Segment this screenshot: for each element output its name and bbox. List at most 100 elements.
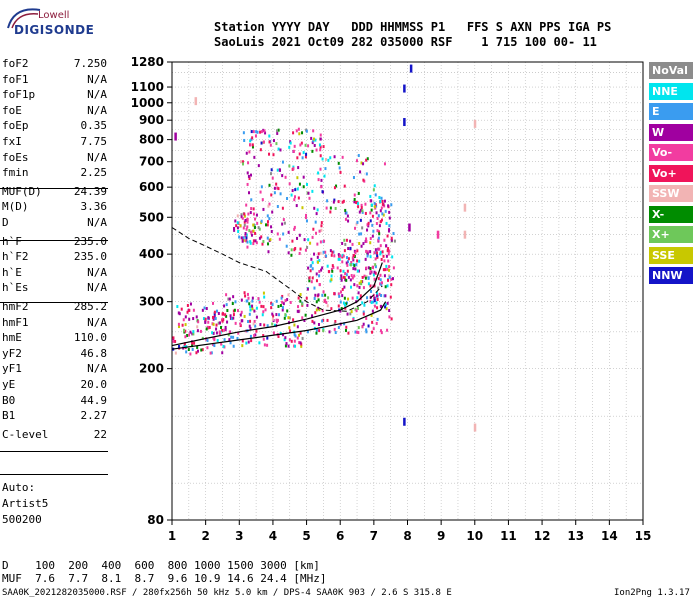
- echo-point: [311, 276, 314, 280]
- echo-point: [326, 199, 329, 203]
- echo-point: [371, 203, 374, 207]
- echo-point: [246, 240, 249, 244]
- echo-point: [356, 269, 359, 273]
- param-value: 2.27: [80, 409, 108, 423]
- echo-point: [177, 322, 180, 326]
- echo-point: [372, 229, 375, 233]
- echo-point: [212, 301, 215, 305]
- echo-point: [312, 227, 315, 231]
- echo-point: [353, 198, 356, 202]
- echo-point: [377, 247, 380, 251]
- echo-point: [315, 300, 318, 304]
- echo-point: [270, 168, 273, 172]
- echo-point: [289, 141, 292, 145]
- echo-point: [260, 304, 263, 308]
- echo-point: [322, 329, 325, 333]
- echo-point: [374, 271, 377, 275]
- echo-point: [234, 321, 237, 325]
- echo-point: [276, 168, 279, 172]
- echo-point: [340, 307, 343, 311]
- echo-point: [221, 312, 224, 316]
- echo-point: [243, 220, 246, 224]
- echo-point: [191, 341, 194, 345]
- echo-point: [317, 293, 320, 297]
- echo-point: [306, 330, 309, 334]
- echo-point: [276, 232, 279, 236]
- echo-point: [376, 255, 379, 259]
- echo-point: [325, 206, 328, 210]
- separator-line: [0, 240, 108, 241]
- isolated-echo-mark: [436, 230, 440, 239]
- echo-point: [293, 225, 296, 229]
- echo-point: [333, 186, 336, 190]
- echo-point: [352, 258, 355, 262]
- echo-point: [333, 327, 336, 331]
- echo-point: [281, 174, 284, 178]
- echo-point: [370, 313, 373, 317]
- echo-point: [313, 252, 316, 256]
- echo-point: [321, 309, 324, 313]
- echo-point: [326, 264, 329, 268]
- echo-point: [315, 148, 318, 152]
- param-name: foF1: [2, 72, 29, 86]
- echo-point: [365, 239, 368, 243]
- echo-point: [237, 331, 240, 335]
- echo-point: [260, 185, 263, 189]
- echo-point: [308, 279, 311, 283]
- echo-point: [247, 161, 250, 165]
- x-tick-label: 8: [403, 529, 411, 543]
- echo-point: [205, 327, 208, 331]
- echo-point: [226, 320, 229, 324]
- echo-point: [279, 192, 282, 196]
- echo-point: [207, 316, 210, 320]
- echo-point: [333, 155, 336, 159]
- echo-point: [249, 326, 252, 330]
- param-value: 22: [93, 427, 107, 441]
- param-name: yE: [2, 378, 16, 391]
- echo-point: [293, 144, 296, 148]
- echo-point: [253, 155, 256, 159]
- echo-point: [220, 342, 223, 346]
- echo-point: [275, 299, 278, 303]
- echo-point: [383, 199, 386, 203]
- echo-point: [289, 329, 292, 333]
- echo-point: [266, 223, 269, 227]
- echo-point: [263, 323, 266, 327]
- echo-point: [242, 162, 245, 166]
- echo-point: [382, 254, 385, 258]
- echo-point: [322, 318, 325, 322]
- echo-point: [377, 214, 380, 218]
- echo-point: [392, 232, 395, 236]
- echo-point: [340, 278, 343, 282]
- echo-point: [344, 306, 347, 310]
- echo-point: [380, 331, 383, 335]
- echo-point: [300, 344, 303, 348]
- echo-point: [247, 174, 250, 178]
- echo-point: [377, 286, 380, 290]
- echo-point: [248, 150, 251, 154]
- param-row: MUF(D) 24.39: [2, 185, 107, 199]
- echo-point: [250, 137, 253, 141]
- echo-point: [299, 293, 302, 297]
- echo-point: [294, 195, 297, 199]
- echo-point: [366, 296, 369, 300]
- y-tick-label: 1100: [131, 80, 164, 94]
- echo-point: [242, 226, 245, 230]
- echo-point: [189, 330, 192, 334]
- param-row: B0 44.9: [2, 394, 107, 408]
- echo-point: [240, 236, 243, 240]
- echo-point: [322, 145, 325, 149]
- echo-point: [243, 314, 246, 318]
- echo-point: [272, 139, 275, 143]
- echo-point: [379, 278, 382, 282]
- echo-point: [388, 309, 391, 313]
- echo-point: [360, 280, 363, 284]
- echo-point: [302, 175, 305, 179]
- echo-point: [195, 351, 198, 355]
- echo-point: [252, 130, 255, 134]
- echo-point: [323, 239, 326, 243]
- echo-point: [337, 325, 340, 329]
- echo-point: [294, 334, 297, 338]
- echo-point: [182, 318, 185, 322]
- echo-point: [342, 254, 345, 258]
